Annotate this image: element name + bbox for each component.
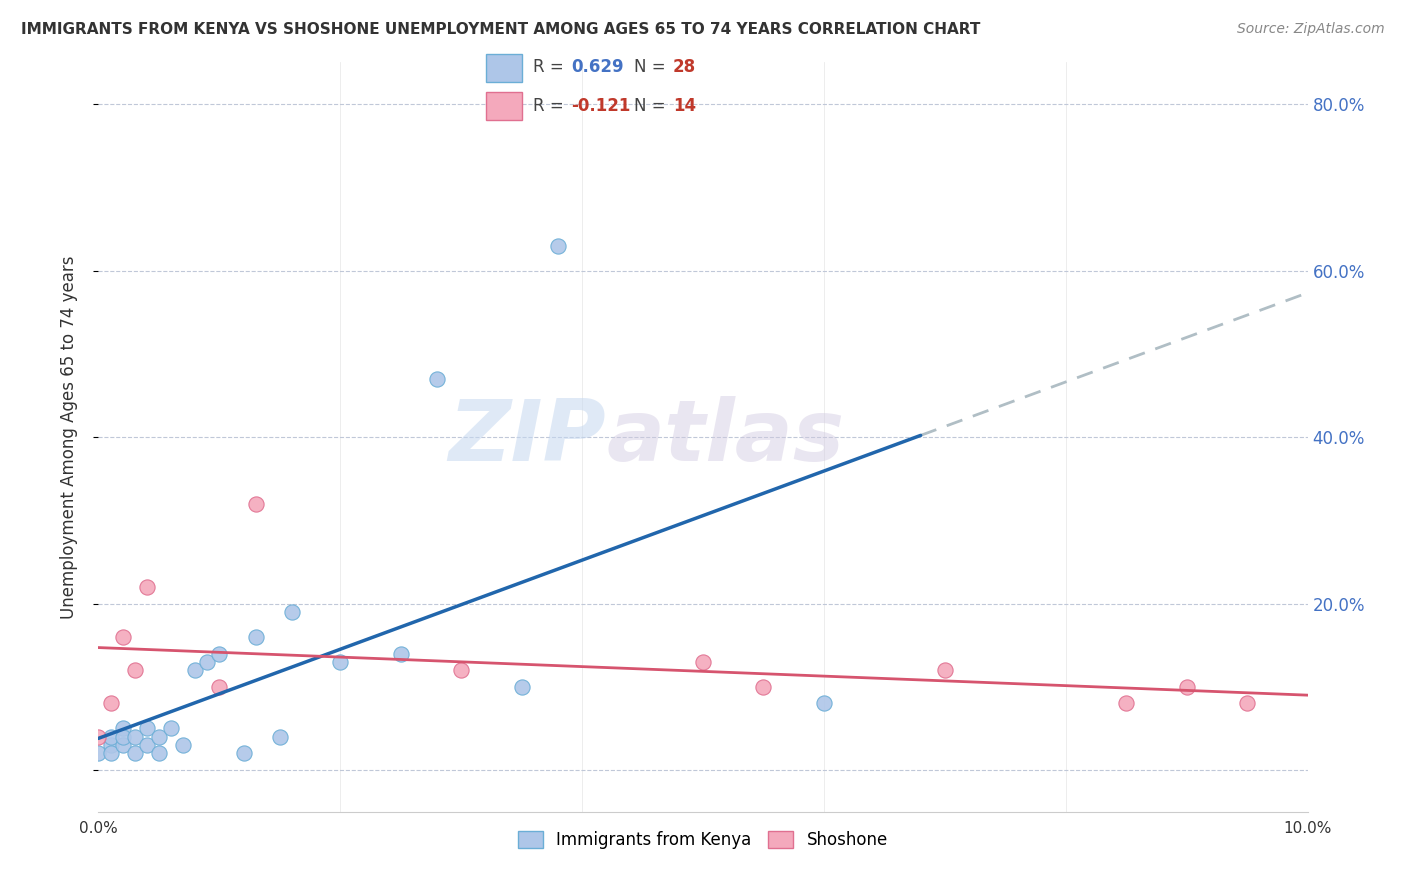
Point: [269, 730, 291, 744]
Point: [111, 730, 134, 744]
Point: [172, 738, 194, 752]
Point: [1115, 697, 1137, 711]
Point: [329, 655, 352, 669]
Point: [87, 747, 110, 761]
Text: R =: R =: [533, 96, 569, 114]
Point: [389, 647, 412, 661]
Point: [87, 730, 110, 744]
Point: [100, 738, 122, 752]
Text: 28: 28: [672, 59, 696, 77]
Point: [1175, 680, 1198, 694]
Point: [148, 747, 170, 761]
Point: [450, 663, 472, 677]
Text: 14: 14: [672, 96, 696, 114]
Point: [245, 630, 267, 644]
Text: 0.629: 0.629: [571, 59, 624, 77]
Point: [752, 680, 775, 694]
Point: [148, 730, 170, 744]
Y-axis label: Unemployment Among Ages 65 to 74 years: Unemployment Among Ages 65 to 74 years: [59, 255, 77, 619]
Text: N =: N =: [634, 96, 671, 114]
Point: [208, 647, 231, 661]
FancyBboxPatch shape: [486, 92, 522, 120]
Point: [135, 722, 157, 736]
Point: [934, 663, 956, 677]
Text: -0.121: -0.121: [571, 96, 631, 114]
Point: [100, 730, 122, 744]
Text: ZIP: ZIP: [449, 395, 606, 479]
Point: [100, 747, 122, 761]
Point: [813, 697, 835, 711]
Text: Source: ZipAtlas.com: Source: ZipAtlas.com: [1237, 22, 1385, 37]
Point: [111, 630, 134, 644]
Point: [692, 655, 714, 669]
Text: IMMIGRANTS FROM KENYA VS SHOSHONE UNEMPLOYMENT AMONG AGES 65 TO 74 YEARS CORRELA: IMMIGRANTS FROM KENYA VS SHOSHONE UNEMPL…: [21, 22, 980, 37]
Point: [426, 372, 449, 386]
FancyBboxPatch shape: [486, 54, 522, 82]
Text: N =: N =: [634, 59, 671, 77]
Point: [124, 747, 146, 761]
Point: [111, 722, 134, 736]
Point: [281, 605, 304, 619]
Text: R =: R =: [533, 59, 569, 77]
Text: atlas: atlas: [606, 395, 845, 479]
Point: [111, 738, 134, 752]
Point: [135, 738, 157, 752]
Point: [124, 663, 146, 677]
Point: [184, 663, 207, 677]
Point: [160, 722, 183, 736]
Point: [100, 697, 122, 711]
Point: [208, 680, 231, 694]
Point: [232, 747, 254, 761]
Point: [245, 497, 267, 511]
Point: [510, 680, 533, 694]
Point: [124, 730, 146, 744]
Point: [195, 655, 218, 669]
Point: [1236, 697, 1258, 711]
Legend: Immigrants from Kenya, Shoshone: Immigrants from Kenya, Shoshone: [512, 824, 894, 855]
Point: [135, 580, 157, 594]
Point: [547, 238, 569, 252]
